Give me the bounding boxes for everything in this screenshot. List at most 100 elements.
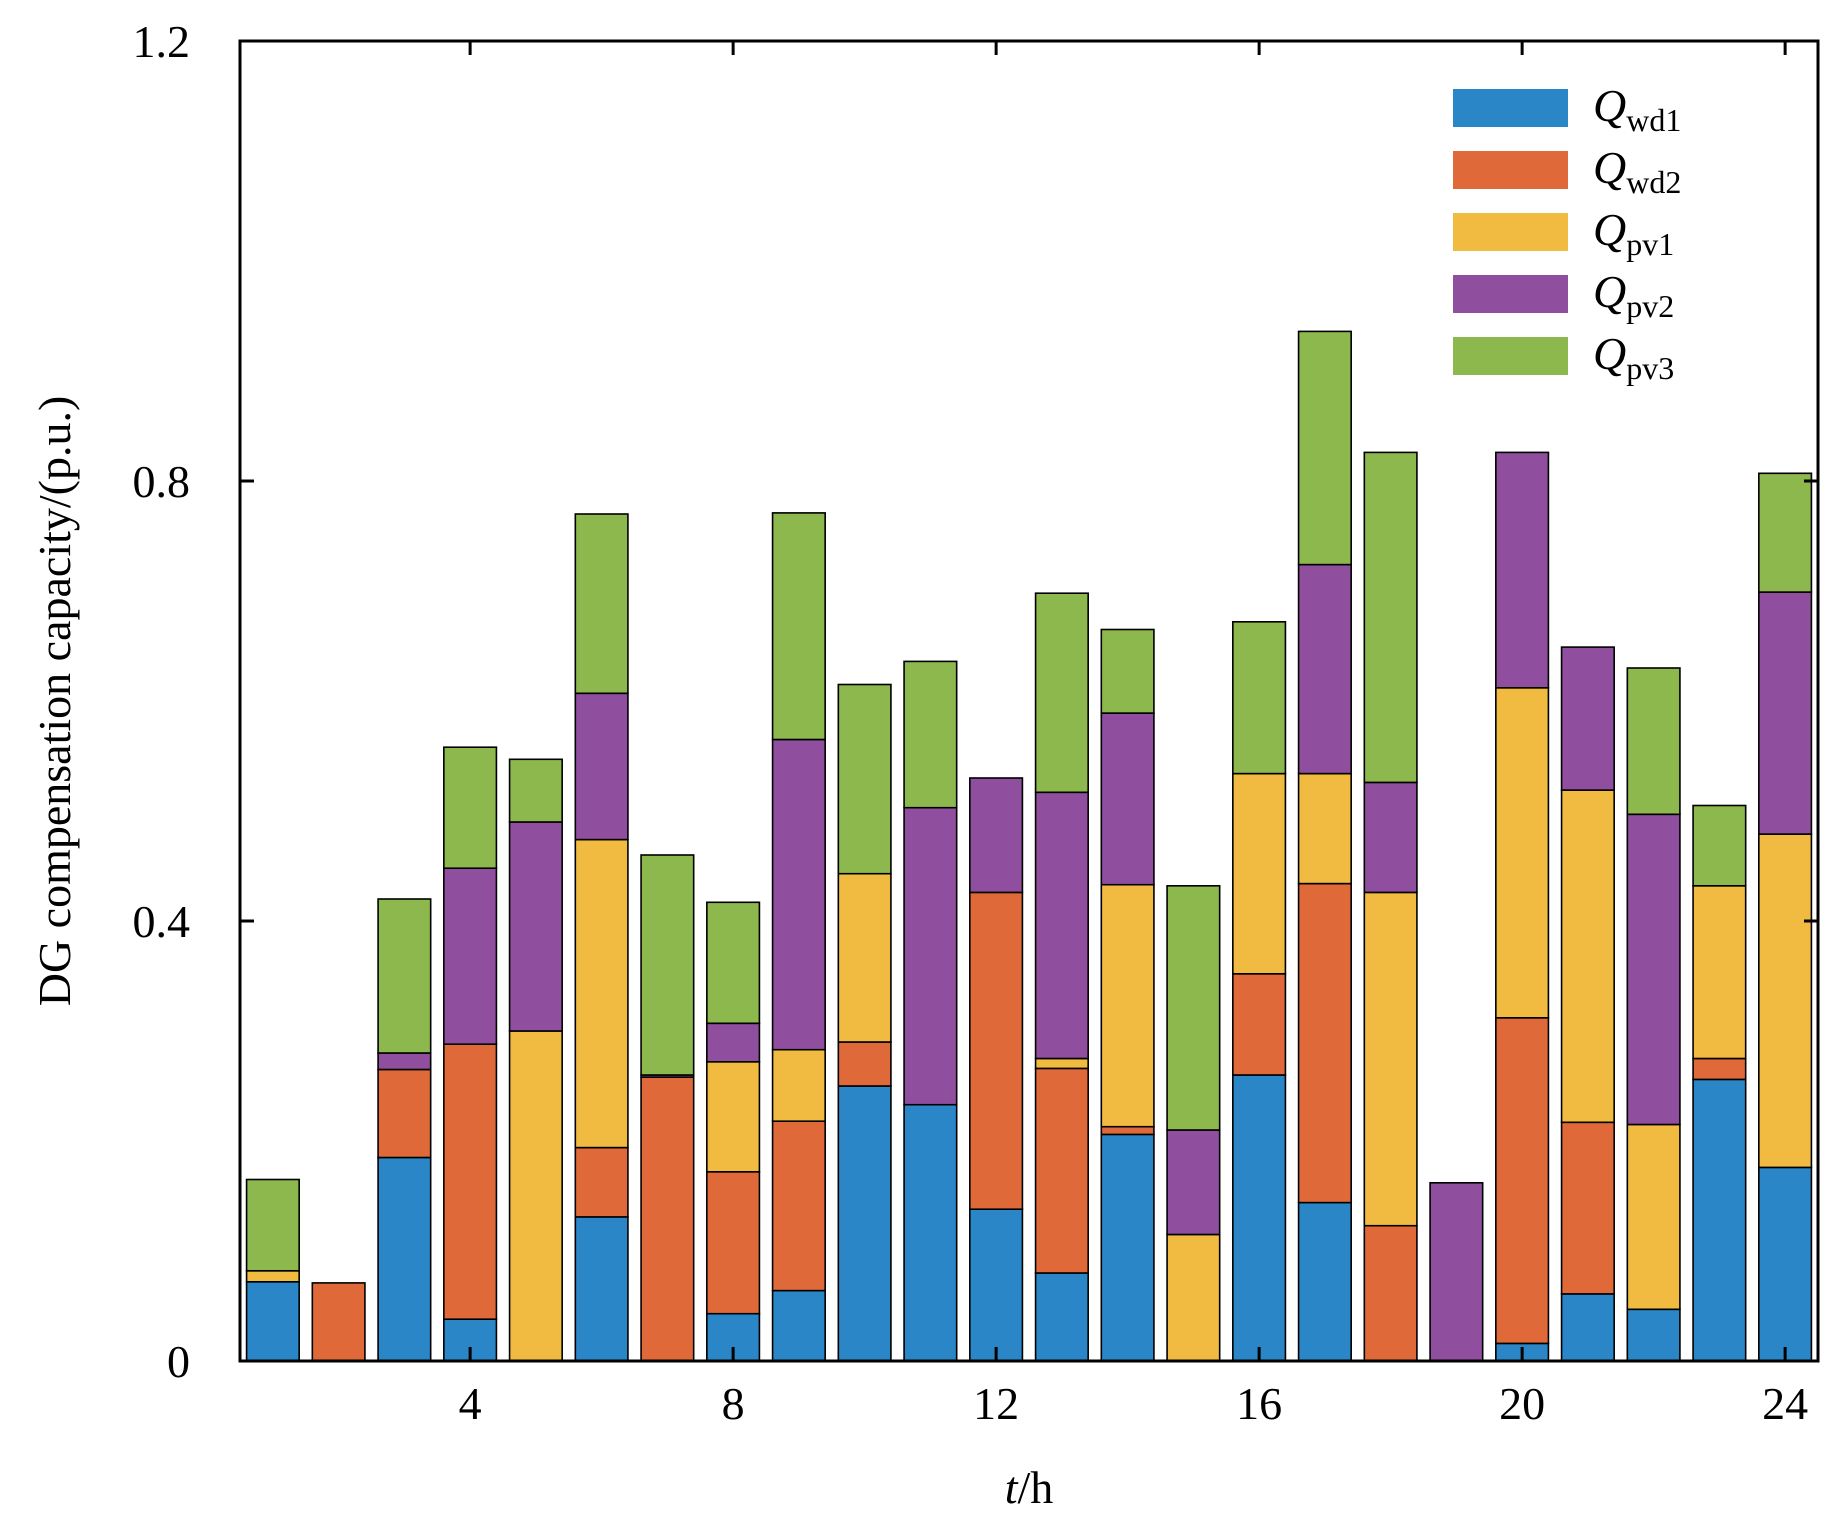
bar-segment-pv2-t11 [903,806,958,1106]
bar-segment-wd1-t9 [771,1289,826,1362]
bar-segment-pv1-t5 [508,1030,563,1362]
bar-segment-pv2-t6 [574,692,629,841]
bar-segment-pv1-t18 [1363,891,1418,1227]
bar-segment-pv1-t1 [245,1270,300,1283]
bar-segment-pv2-t5 [508,821,563,1032]
x-tick-label: 24 [1762,1378,1808,1429]
legend-label-symbol: Q [1593,142,1626,193]
legend-label-symbol: Q [1593,328,1626,379]
legend-swatch-wd1 [1453,89,1568,127]
legend-label-subscript: pv3 [1626,350,1674,386]
x-tick-label: 4 [459,1378,482,1429]
bar-segment-pv1-t8 [706,1061,761,1173]
legend-label-pv3: Qpv3 [1593,328,1674,386]
bar-segment-pv2-t17 [1297,563,1352,775]
bar-segment-wd2-t14 [1100,1125,1155,1136]
bar-segment-wd1-t24 [1758,1166,1813,1362]
y-tick-label: 1.2 [133,16,191,67]
x-tick-label: 16 [1236,1378,1282,1429]
legend-swatch-pv2 [1453,275,1568,313]
bar-segment-wd2-t18 [1363,1224,1418,1362]
legend-label-subscript: pv2 [1626,288,1674,324]
y-tick-label: 0 [167,1336,190,1387]
bar-segment-wd1-t17 [1297,1201,1352,1362]
bar-segment-pv3-t10 [837,683,892,875]
bar-segment-wd2-t9 [771,1120,826,1292]
x-axis-title-unit: /h [1018,1462,1054,1513]
bar-segment-pv3-t16 [1232,620,1287,775]
bar-segment-pv2-t20 [1495,451,1550,689]
x-tick-label: 12 [973,1378,1019,1429]
bar-segment-pv3-t24 [1758,472,1813,593]
x-axis-title-variable: t [1005,1462,1019,1513]
bar-segment-pv3-t9 [771,512,826,741]
y-tick-label: 0.4 [133,896,191,947]
bar-segment-pv2-t12 [969,777,1024,894]
y-tick-label: 0.8 [133,456,191,507]
legend-label-wd2: Qwd2 [1593,142,1681,200]
bar-segment-pv2-t4 [443,867,498,1046]
bar-segment-wd1-t11 [903,1103,958,1362]
y-axis-title: DG compensation capacity/(p.u.) [29,396,80,1007]
bar-segment-pv1-t16 [1232,772,1287,975]
legend-label-symbol: Q [1593,266,1626,317]
bar-segment-pv3-t4 [443,746,498,870]
bar-segment-wd1-t21 [1560,1293,1615,1362]
x-tick-label: 20 [1499,1378,1545,1429]
bar-segment-pv3-t8 [706,901,761,1025]
legend-label-pv1: Qpv1 [1593,204,1674,262]
bar-segment-wd2-t6 [574,1146,629,1218]
bar-segment-pv3-t1 [245,1178,300,1272]
bar-segment-pv1-t9 [771,1048,826,1122]
bar-segment-wd2-t7 [640,1076,695,1362]
legend-swatch-pv1 [1453,213,1568,251]
bar-segment-wd1-t14 [1100,1133,1155,1362]
legend-swatch-pv3 [1453,337,1568,375]
bar-segment-wd1-t16 [1232,1074,1287,1362]
bar-segment-pv2-t15 [1166,1129,1221,1236]
bar-segment-pv2-t19 [1429,1182,1484,1362]
bar-segment-pv3-t17 [1297,330,1352,566]
bar-segment-pv1-t20 [1495,686,1550,1019]
bar-segment-pv3-t18 [1363,451,1418,784]
x-axis-title: t/h [1005,1462,1054,1513]
legend-swatch-wd2 [1453,151,1568,189]
bar-segment-pv1-t14 [1100,883,1155,1128]
bar-segment-pv2-t22 [1626,813,1681,1126]
plot-frame [238,39,1820,1363]
bar-segment-pv1-t6 [574,838,629,1149]
bar-segment-wd1-t23 [1692,1078,1747,1362]
bar-segment-pv1-t24 [1758,833,1813,1169]
bar-segment-wd2-t21 [1560,1121,1615,1295]
bar-segment-pv2-t13 [1034,791,1089,1060]
legend-label-subscript: wd1 [1626,102,1681,138]
legend-label-subscript: pv1 [1626,226,1674,262]
bar-segment-wd2-t3 [377,1068,432,1159]
bar-segment-pv1-t15 [1166,1233,1221,1362]
bar-segment-pv3-t11 [903,660,958,809]
bar-segment-wd2-t13 [1034,1067,1089,1274]
bar-segment-wd1-t12 [969,1208,1024,1362]
bar-segment-pv1-t17 [1297,772,1352,885]
bar-segment-wd2-t4 [443,1043,498,1320]
bar-segment-pv3-t22 [1626,667,1681,816]
bar-segment-pv3-t7 [640,854,695,1076]
bar-segment-pv3-t3 [377,898,432,1054]
bar-segment-pv3-t15 [1166,884,1221,1131]
bar-segment-pv3-t5 [508,758,563,823]
bar-segment-pv3-t14 [1100,628,1155,714]
bar-segment-wd2-t10 [837,1041,892,1087]
x-tick-label: 8 [722,1378,745,1429]
bar-segment-pv2-t18 [1363,781,1418,894]
bar-segment-pv2-t24 [1758,591,1813,835]
legend-label-subscript: wd2 [1626,164,1681,200]
bar-segment-pv3-t23 [1692,804,1747,887]
legend-label-pv2: Qpv2 [1593,266,1674,324]
bar-segment-pv2-t21 [1560,646,1615,791]
bar-segment-wd2-t8 [706,1171,761,1315]
bar-segment-wd1-t6 [574,1216,629,1362]
bar-segment-wd1-t22 [1626,1308,1681,1362]
bar-segment-pv1-t21 [1560,789,1615,1124]
